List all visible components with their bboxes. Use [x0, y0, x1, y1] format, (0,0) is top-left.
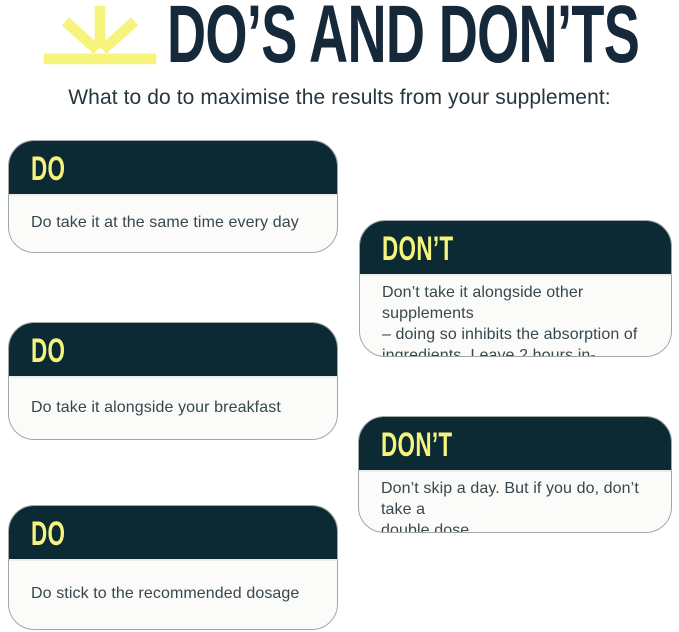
do-card-1: DO Do take it at the same time every day: [8, 140, 338, 253]
dont-label: DON’T: [381, 425, 453, 464]
page-subtitle: What to do to maximise the results from …: [68, 86, 611, 109]
do-card-1-header: DO: [9, 141, 337, 196]
dont-card-1-body: Don’t take it alongside other supplement…: [360, 276, 671, 357]
dont-card-2-body: Don’t skip a day. But if you do, don’t t…: [359, 472, 671, 533]
do-card-2-body: Do take it alongside your breakfast: [9, 378, 337, 439]
do-card-3: DO Do stick to the recommended dosage: [8, 505, 338, 630]
do-card-3-header: DO: [9, 506, 337, 561]
dont-card-2: DON’T Don’t skip a day. But if you do, d…: [358, 416, 672, 533]
do-label: DO: [31, 331, 66, 370]
do-card-1-body: Do take it at the same time every day: [9, 196, 337, 252]
do-card-3-body: Do stick to the recommended dosage: [9, 561, 337, 629]
header: DO’S AND DON’TS: [0, 0, 679, 76]
do-label: DO: [31, 514, 66, 553]
dont-card-2-header: DON’T: [359, 417, 671, 472]
do-card-2-text: Do take it alongside your breakfast: [31, 398, 281, 416]
dont-card-1-text: Don’t take it alongside other supplement…: [382, 284, 638, 357]
dont-card-1: DON’T Don’t take it alongside other supp…: [359, 220, 672, 357]
do-card-1-text: Do take it at the same time every day: [31, 214, 299, 232]
do-label: DO: [31, 149, 66, 188]
do-card-2-header: DO: [9, 323, 337, 378]
dont-card-1-header: DON’T: [360, 221, 671, 276]
do-card-3-text: Do stick to the recommended dosage: [31, 585, 300, 603]
dont-card-2-text: Don’t skip a day. But if you do, don’t t…: [381, 480, 639, 533]
do-card-2: DO Do take it alongside your breakfast: [8, 322, 338, 440]
sunrise-icon: [43, 5, 157, 65]
page-title: DO’S AND DON’TS: [167, 0, 640, 80]
dont-label: DON’T: [382, 229, 454, 268]
